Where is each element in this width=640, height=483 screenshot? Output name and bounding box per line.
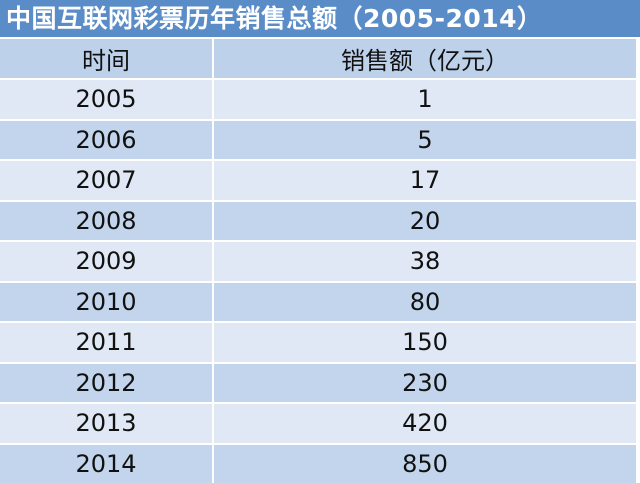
year-cell: 2009 <box>0 241 213 282</box>
year-cell: 2005 <box>0 79 213 120</box>
sales-cell: 1 <box>213 79 636 120</box>
sales-cell: 230 <box>213 363 636 404</box>
year-cell: 2014 <box>0 444 213 483</box>
sales-cell: 80 <box>213 282 636 323</box>
year-cell: 2010 <box>0 282 213 323</box>
year-cell: 2008 <box>0 201 213 242</box>
year-cell: 2013 <box>0 403 213 444</box>
year-cell: 2006 <box>0 120 213 161</box>
sales-cell: 850 <box>213 444 636 483</box>
sales-cell: 20 <box>213 201 636 242</box>
year-cell: 2012 <box>0 363 213 404</box>
sales-cell: 5 <box>213 120 636 161</box>
column-header-time: 时间 <box>0 38 213 79</box>
year-cell: 2011 <box>0 322 213 363</box>
sales-cell: 150 <box>213 322 636 363</box>
header-row: 时间 销售额（亿元） <box>0 38 636 79</box>
year-cell: 2007 <box>0 160 213 201</box>
sales-cell: 17 <box>213 160 636 201</box>
table-title: 中国互联网彩票历年销售总额（2005-2014） <box>0 0 640 37</box>
sales-cell: 38 <box>213 241 636 282</box>
column-header-sales: 销售额（亿元） <box>213 38 636 79</box>
sales-cell: 420 <box>213 403 636 444</box>
